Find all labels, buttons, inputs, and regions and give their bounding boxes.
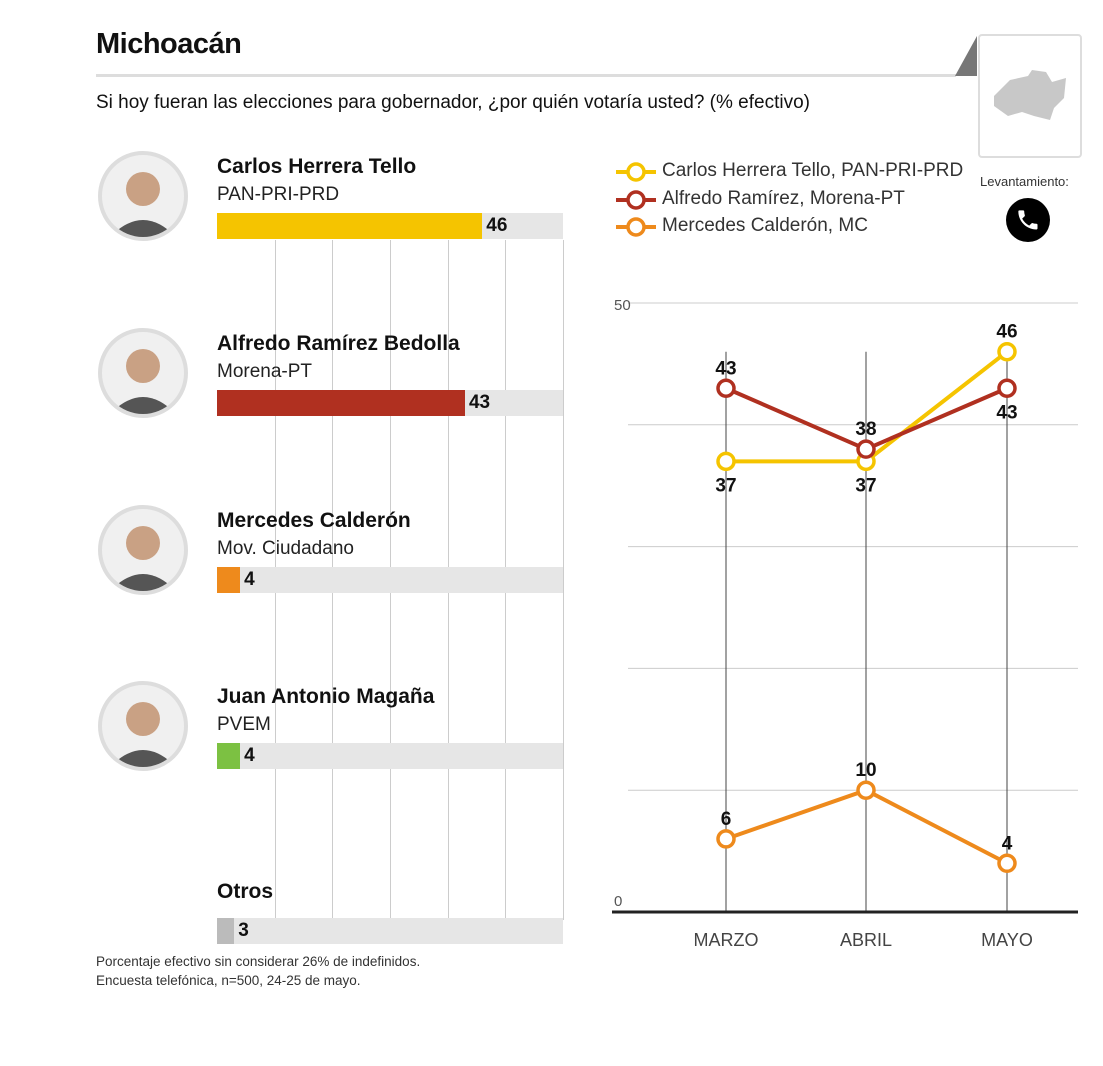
bar-value-label: 46 — [486, 215, 508, 236]
candidate-name: Juan Antonio Magaña — [217, 685, 435, 708]
data-point — [997, 378, 1017, 399]
legend-herrera: Carlos Herrera Tello, PAN-PRI-PRD — [662, 160, 964, 181]
corner-triangle — [955, 36, 977, 76]
candidate-party: Morena-PT — [217, 361, 313, 382]
legend-marker — [626, 162, 646, 182]
data-point — [856, 780, 876, 800]
candidate-name: Carlos Herrera Tello — [217, 155, 417, 178]
candidate-party: PVEM — [217, 714, 271, 735]
data-label: 38 — [855, 419, 876, 440]
data-label: 37 — [855, 475, 876, 496]
subtitle: Si hoy fueran las elecciones para gobern… — [96, 92, 810, 113]
x-tick-label: ABRIL — [840, 930, 892, 950]
data-label: 43 — [996, 402, 1017, 423]
data-point — [716, 378, 736, 399]
page-title: Michoacán — [96, 28, 242, 60]
data-label: 10 — [855, 760, 876, 781]
legend-marker — [626, 217, 646, 237]
legend-ramirez: Alfredo Ramírez, Morena-PT — [662, 188, 905, 209]
survey-method-label: Levantamiento: — [980, 174, 1069, 189]
data-label: 6 — [721, 809, 732, 830]
data-point — [997, 341, 1017, 362]
phone-icon — [1006, 198, 1050, 242]
bar-value-label: 4 — [244, 569, 255, 590]
bar — [217, 567, 241, 593]
footnotes: Porcentaje efectivo sin considerar 26% d… — [96, 952, 420, 990]
candidate-name: Otros — [217, 880, 274, 903]
footnote: Encuesta telefónica, n=500, 24-25 de may… — [96, 973, 361, 988]
data-point — [716, 829, 736, 849]
bar — [217, 390, 465, 416]
bar-value-label: 43 — [468, 392, 491, 413]
bar-track — [217, 918, 563, 944]
michoacan-map-icon — [978, 34, 1082, 158]
candidate-party: Mov. Ciudadano — [217, 538, 354, 559]
data-label: 4 — [1002, 833, 1013, 854]
data-point — [997, 853, 1017, 874]
candidate-photo — [98, 328, 188, 418]
bar-track — [217, 743, 563, 769]
bar — [217, 918, 235, 944]
bar-track — [217, 567, 563, 593]
data-point — [856, 439, 876, 459]
x-tick-label: MAYO — [981, 930, 1033, 950]
x-tick-label: MARZO — [694, 930, 759, 950]
candidate-name: Alfredo Ramírez Bedolla — [217, 332, 460, 355]
candidate-photo — [98, 151, 188, 241]
candidate-party: PAN-PRI-PRD — [217, 184, 340, 205]
bar — [217, 213, 483, 239]
data-label: 37 — [715, 475, 736, 496]
bar-value-label: 3 — [238, 920, 249, 941]
candidate-photo — [98, 681, 188, 771]
bar — [217, 743, 241, 769]
candidate-name: Mercedes Calderón — [217, 509, 411, 532]
candidate-photo — [98, 505, 188, 595]
data-point — [716, 451, 736, 472]
bar-value-label: 4 — [244, 745, 255, 766]
data-label: 43 — [715, 358, 736, 379]
y-tick-label: 0 — [614, 893, 622, 910]
legend-marker — [626, 190, 646, 210]
bar-gridline — [563, 240, 564, 920]
y-tick-label: 50 — [614, 297, 631, 314]
legend-calderon: Mercedes Calderón, MC — [662, 215, 868, 236]
footnote: Porcentaje efectivo sin considerar 26% d… — [96, 954, 421, 969]
title-divider — [96, 74, 956, 77]
data-label: 46 — [996, 322, 1017, 343]
